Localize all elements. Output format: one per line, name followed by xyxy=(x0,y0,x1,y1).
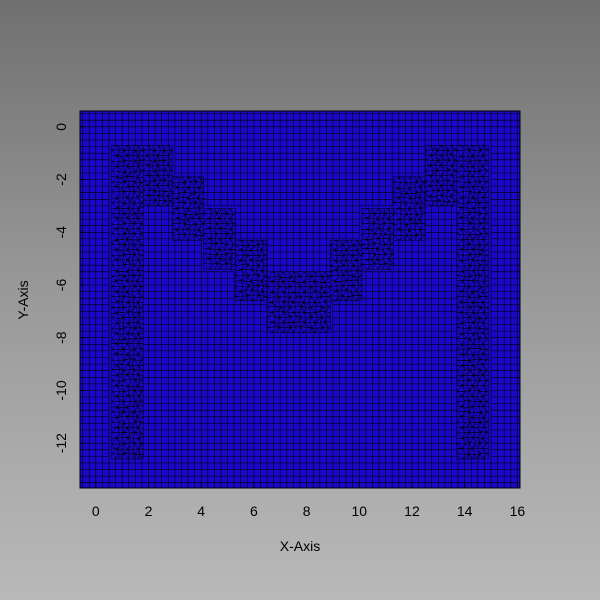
x-tick-label: 14 xyxy=(457,503,473,519)
y-tick-label: -6 xyxy=(53,279,69,292)
y-axis-ticks: 0 -2 -4 -6 -8 -10 -12 xyxy=(53,123,85,453)
x-tick-label: 10 xyxy=(351,503,367,519)
y-axis-label: Y-Axis xyxy=(15,280,31,319)
refined-region xyxy=(171,176,205,241)
y-tick-label: -8 xyxy=(53,331,69,344)
x-tick-label: 8 xyxy=(303,503,311,519)
plot-border xyxy=(79,110,521,489)
quad-grid-lines xyxy=(80,111,520,488)
quad-mesh-grid xyxy=(80,111,520,488)
x-tick-label: 2 xyxy=(145,503,153,519)
refined-region xyxy=(203,208,236,270)
x-axis-ticks: 0 2 4 6 8 10 12 14 16 xyxy=(92,483,525,519)
x-axis-label: X-Axis xyxy=(280,538,320,554)
x-tick-label: 12 xyxy=(404,503,420,519)
y-tick-label: -12 xyxy=(53,433,69,453)
refined-region xyxy=(456,145,489,460)
x-tick-label: 0 xyxy=(92,503,100,519)
refined-region xyxy=(142,145,173,207)
refined-region xyxy=(393,176,426,241)
refined-region xyxy=(266,271,331,333)
refined-region xyxy=(235,239,268,302)
y-tick-label: -10 xyxy=(53,380,69,400)
x-tick-label: 4 xyxy=(197,503,205,519)
y-tick-label: -4 xyxy=(53,226,69,239)
refined-region xyxy=(424,145,458,207)
refined-region xyxy=(330,239,363,302)
x-tick-label: 16 xyxy=(510,503,526,519)
refined-region xyxy=(361,208,394,270)
y-tick-label: 0 xyxy=(53,123,69,131)
x-tick-label: 6 xyxy=(250,503,258,519)
refined-region xyxy=(111,145,144,460)
refined-mesh-regions xyxy=(111,145,489,460)
y-tick-label: -2 xyxy=(53,173,69,186)
